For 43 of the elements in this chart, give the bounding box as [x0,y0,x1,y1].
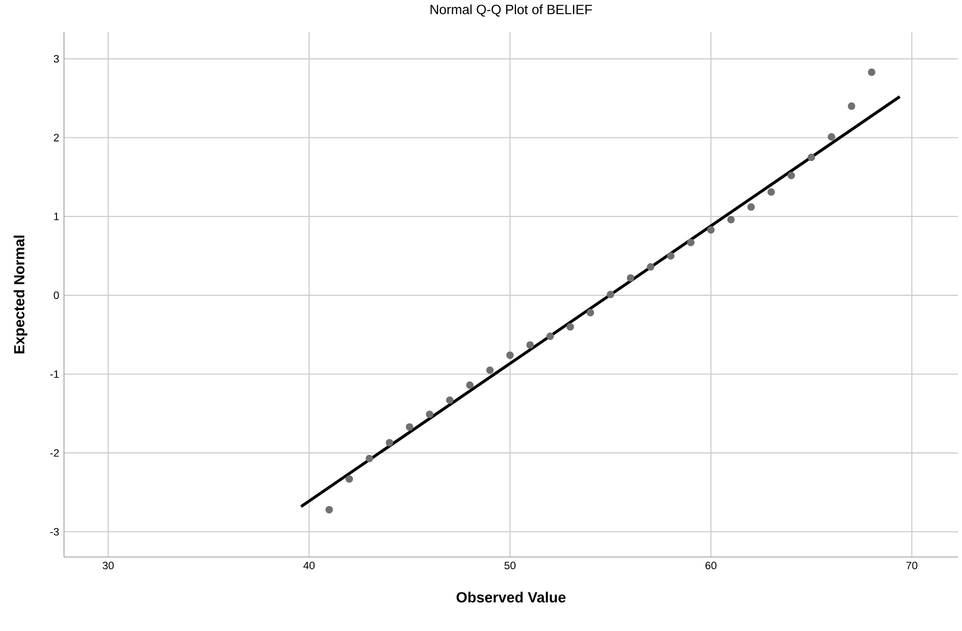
point [808,154,816,162]
point [546,332,554,340]
point [466,381,474,389]
x-tick-label: 50 [504,562,516,570]
point [606,290,614,298]
point [406,423,414,431]
y-tick-label: -1 [50,370,59,378]
y-tick-label: -3 [50,528,59,536]
y-axis-title: Expected Normal [14,236,28,354]
y-tick-label: 3 [54,55,59,63]
point [747,203,755,211]
point [506,351,514,359]
point [666,252,674,260]
x-tick-label: 30 [102,562,114,570]
point [366,454,374,462]
point [486,366,494,374]
point [446,396,454,404]
x-tick-label: 70 [906,562,918,570]
point [526,341,534,349]
point [566,323,574,331]
y-tick-label: 0 [54,292,59,300]
y-tick-label: -2 [50,449,59,457]
x-axis-title: Observed Value [456,592,566,603]
point [767,188,775,196]
point [426,410,434,418]
point [868,68,876,76]
point [707,226,715,234]
point [687,238,695,246]
y-tick-label: 2 [54,134,59,142]
y-tick-label: 1 [54,212,59,220]
point [586,308,594,316]
point [727,216,735,224]
x-tick-label: 60 [706,562,716,570]
point [325,506,333,514]
point [848,102,856,110]
chart-title: Normal Q-Q Plot of BELIEF [430,4,592,17]
x-tick-label: 40 [303,562,315,570]
point [346,475,354,483]
point [646,263,654,271]
point [788,172,796,180]
point [626,274,634,282]
point [828,133,836,141]
point [386,438,394,446]
